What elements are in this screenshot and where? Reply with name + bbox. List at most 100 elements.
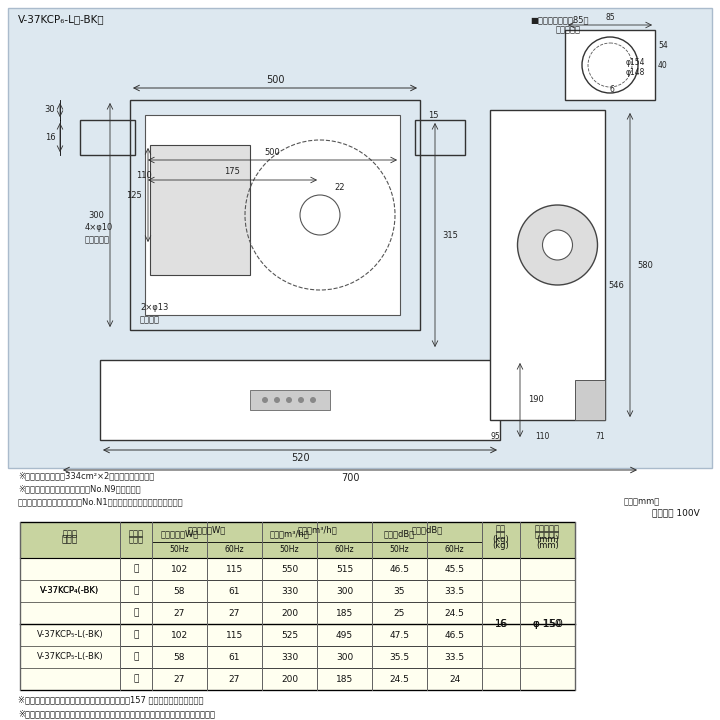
Text: 27: 27 (174, 675, 185, 683)
Text: 330: 330 (281, 652, 298, 662)
Text: 580: 580 (637, 261, 653, 269)
Bar (20, 522, 575, 558)
Bar (20, 558, 120, 624)
Text: 50Hz: 50Hz (279, 546, 300, 554)
Text: （付属品）: （付属品） (556, 25, 581, 34)
Bar (575, 380, 605, 420)
Text: 25: 25 (394, 608, 405, 618)
Text: 16: 16 (45, 132, 55, 142)
Circle shape (542, 230, 572, 260)
Text: 175: 175 (224, 167, 240, 176)
Text: 700: 700 (341, 473, 359, 483)
Text: 消費電力（W）: 消費電力（W） (161, 529, 199, 539)
Circle shape (300, 195, 340, 235)
Text: 60Hz: 60Hz (445, 546, 464, 554)
Text: V-37KCP₄(-BK): V-37KCP₄(-BK) (40, 587, 99, 595)
Text: 35.5: 35.5 (390, 652, 410, 662)
Text: 40: 40 (658, 60, 667, 70)
Bar (250, 390, 330, 410)
Text: 27: 27 (229, 675, 240, 683)
Text: 115: 115 (226, 564, 243, 574)
Text: 風量（m³/h）: 風量（m³/h） (297, 526, 337, 534)
Text: 200: 200 (281, 608, 298, 618)
Circle shape (310, 397, 316, 403)
Text: φ148: φ148 (626, 68, 645, 77)
Text: 46.5: 46.5 (444, 631, 464, 639)
Text: 54: 54 (658, 40, 667, 50)
Text: 質量
(kg): 質量 (kg) (492, 531, 509, 549)
Text: 61: 61 (229, 652, 240, 662)
Text: 315: 315 (442, 230, 458, 240)
Text: 6: 6 (610, 86, 615, 94)
Text: ノッチ: ノッチ (128, 536, 143, 544)
Bar (482, 558, 575, 690)
Circle shape (262, 397, 268, 403)
Circle shape (518, 205, 598, 285)
Bar (130, 100, 420, 330)
Text: 46.5: 46.5 (390, 564, 410, 574)
Text: 85: 85 (606, 13, 615, 22)
Text: 330: 330 (281, 587, 298, 595)
Text: 4×φ10: 4×φ10 (85, 223, 113, 232)
Text: 16: 16 (495, 619, 508, 629)
Text: φ154: φ154 (626, 58, 646, 67)
Text: 弱: 弱 (133, 675, 139, 683)
Text: 45.5: 45.5 (444, 564, 464, 574)
Text: （ブラック）マンセルNo.N1（近似色）（但し半ツヤ相当品）: （ブラック）マンセルNo.N1（近似色）（但し半ツヤ相当品） (18, 497, 184, 506)
Text: 47.5: 47.5 (390, 631, 410, 639)
Text: 102: 102 (171, 631, 188, 639)
Text: V-37KCP₅-L(-BK): V-37KCP₅-L(-BK) (37, 631, 103, 639)
Text: 50Hz: 50Hz (170, 546, 189, 554)
Bar (100, 360, 500, 440)
Text: 110: 110 (136, 171, 152, 179)
Text: 27: 27 (174, 608, 185, 618)
Text: 質量
(kg): 質量 (kg) (492, 524, 509, 544)
Text: 接続パイプ
(mm): 接続パイプ (mm) (535, 524, 560, 544)
Text: φ 150: φ 150 (533, 619, 562, 629)
Text: 190: 190 (528, 395, 544, 405)
Text: 495: 495 (336, 631, 353, 639)
Text: 形　名: 形 名 (63, 529, 78, 539)
Circle shape (286, 397, 292, 403)
Text: 300: 300 (336, 587, 353, 595)
Bar (8, 8, 712, 468)
Text: 60Hz: 60Hz (225, 546, 244, 554)
Text: 24.5: 24.5 (444, 608, 464, 618)
Text: 消費電力（W）: 消費電力（W） (188, 526, 226, 534)
Text: 115: 115 (226, 631, 243, 639)
Text: 27: 27 (229, 608, 240, 618)
Text: 横直付用穴: 横直付用穴 (85, 235, 110, 244)
Circle shape (298, 397, 304, 403)
Text: 中: 中 (133, 587, 139, 595)
Text: ノッチ: ノッチ (128, 529, 143, 539)
Text: φ 150: φ 150 (534, 619, 562, 629)
Circle shape (274, 397, 280, 403)
Bar (20, 624, 120, 690)
Text: ※グリル開口面積は334cm²×2枚（フィルター部）: ※グリル開口面積は334cm²×2枚（フィルター部） (18, 471, 154, 480)
Bar (20, 668, 575, 690)
Text: 500: 500 (266, 75, 284, 85)
Bar (565, 30, 655, 100)
Bar (415, 120, 465, 155)
Text: （単位mm）: （単位mm） (624, 497, 660, 506)
Text: 58: 58 (174, 652, 185, 662)
Text: 15: 15 (428, 110, 438, 120)
Text: 騒音（dB）: 騒音（dB） (384, 529, 415, 539)
Text: 30: 30 (45, 106, 55, 114)
Text: 300: 300 (88, 210, 104, 220)
Text: ※電動給気シャッターとの結線方法については、157 ページをご覧ください。: ※電動給気シャッターとの結線方法については、157 ページをご覧ください。 (18, 695, 204, 704)
Text: 50Hz: 50Hz (390, 546, 409, 554)
Text: 525: 525 (281, 631, 298, 639)
Text: 天吊用穴: 天吊用穴 (140, 315, 160, 324)
Text: 61: 61 (229, 587, 240, 595)
Text: 185: 185 (336, 675, 353, 683)
Bar (20, 602, 575, 624)
Text: 125: 125 (126, 191, 142, 199)
Text: V-37KCP₆-L（-BK）: V-37KCP₆-L（-BK） (18, 14, 104, 24)
Text: 71: 71 (595, 432, 605, 441)
Text: 騒音（dB）: 騒音（dB） (411, 526, 443, 534)
Text: 546: 546 (608, 281, 624, 289)
Text: 2×φ13: 2×φ13 (140, 303, 168, 312)
Text: 185: 185 (336, 608, 353, 618)
Text: 弱: 弱 (133, 608, 139, 618)
